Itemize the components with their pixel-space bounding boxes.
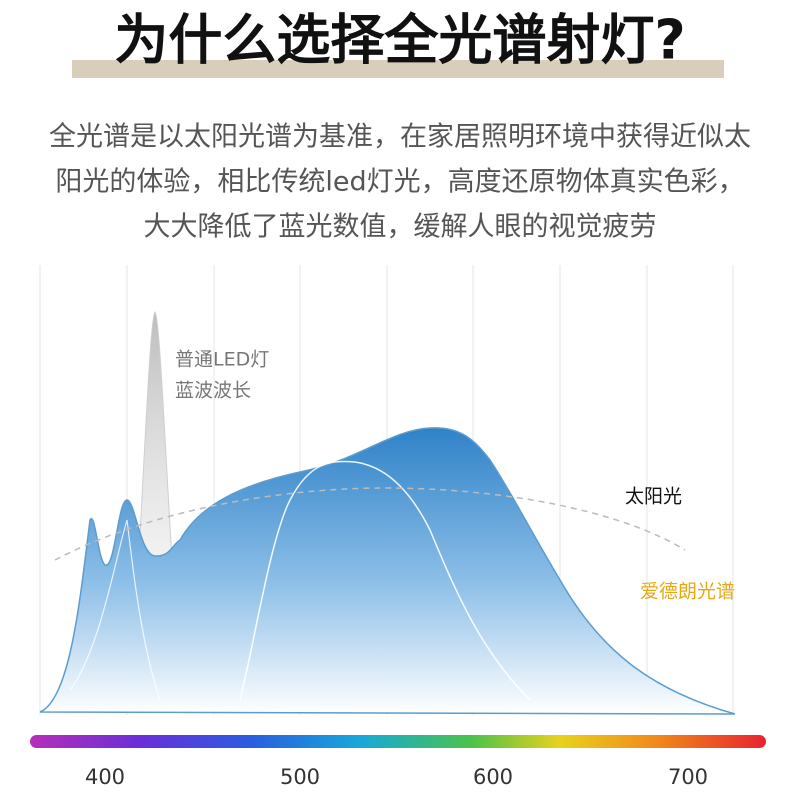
spectrum-bar: [30, 735, 766, 748]
title: 为什么选择全光谱射灯?: [114, 9, 685, 72]
x-tick-label: 500: [280, 765, 320, 789]
x-tick-label: 700: [668, 765, 708, 789]
title-highlight: [72, 60, 724, 78]
x-tick-label: 400: [85, 765, 125, 789]
description-line: 大大降低了蓝光数值，缓解人眼的视觉疲劳: [144, 212, 657, 243]
led-label: 普通LED灯: [175, 349, 269, 371]
led-label: 蓝波波长: [175, 380, 251, 402]
inner-curve: [69, 519, 161, 701]
description-line: 全光谱是以太阳光谱为基准，在家居照明环境中获得近似太: [49, 122, 751, 153]
x-tick-label: 600: [473, 765, 513, 789]
sun-curve: [54, 487, 686, 561]
sun-label: 太阳光: [625, 486, 682, 508]
description-line: 阳光的体验，相比传统led灯光，高度还原物体真实色彩，: [55, 167, 744, 198]
inner-curve: [239, 460, 531, 701]
brand-label: 爱德朗光谱: [640, 581, 735, 603]
